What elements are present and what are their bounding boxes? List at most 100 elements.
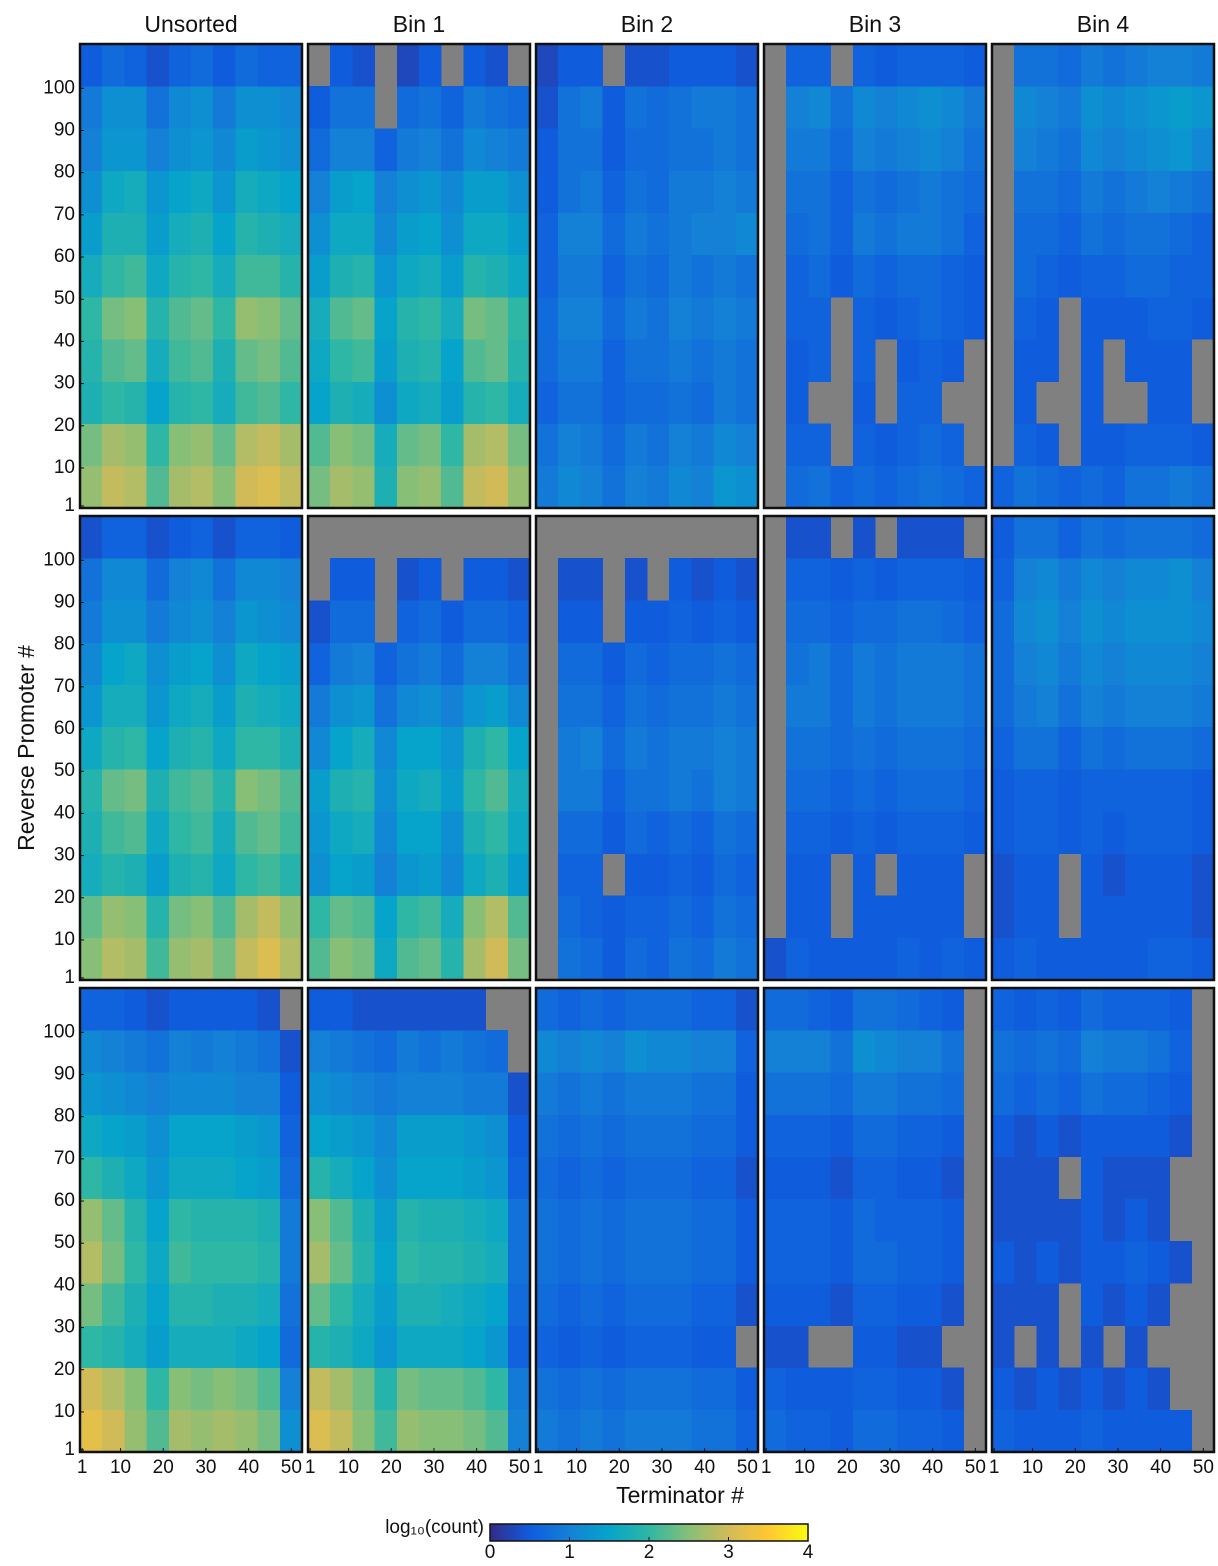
- heatmap-cell: [80, 1367, 103, 1411]
- heatmap-cell: [102, 1325, 125, 1368]
- heatmap-cell: [419, 988, 442, 1031]
- heatmap-cell: [1080, 811, 1104, 854]
- heatmap-cell: [1080, 600, 1104, 643]
- y-tick-label: 40: [54, 802, 75, 823]
- heatmap-cell: [963, 811, 987, 854]
- heatmap-cell: [963, 642, 987, 686]
- heatmap-cell: [1014, 684, 1037, 728]
- heatmap-cell: [441, 1072, 464, 1115]
- heatmap-cell: [124, 381, 147, 424]
- heatmap-cell: [80, 1198, 103, 1242]
- heatmap-cell: [507, 1283, 531, 1326]
- heatmap-cell: [624, 44, 648, 87]
- heatmap-cell: [507, 1156, 531, 1200]
- heatmap-cell: [647, 937, 670, 981]
- heatmap-cell: [1014, 1114, 1037, 1158]
- heatmap-cell: [536, 1409, 559, 1453]
- heatmap-cell: [624, 1283, 648, 1326]
- heatmap-cell: [235, 726, 258, 770]
- heatmap-cell: [507, 895, 531, 939]
- heatmap-cell: [691, 170, 714, 214]
- heatmap-cell: [279, 937, 303, 981]
- heatmap-cell: [279, 423, 303, 467]
- heatmap-cell: [1125, 1072, 1148, 1115]
- heatmap-cell: [691, 465, 714, 509]
- heatmap-cell: [191, 988, 214, 1031]
- heatmap-cell: [536, 1156, 559, 1200]
- heatmap-cell: [485, 1367, 509, 1411]
- heatmap-cell: [80, 726, 103, 770]
- heatmap-cell: [235, 558, 258, 601]
- heatmap-cell: [647, 895, 670, 939]
- heatmap-cell: [1147, 558, 1170, 601]
- heatmap-cell: [897, 516, 920, 559]
- heatmap-cell: [875, 895, 898, 939]
- heatmap-cell: [1036, 1241, 1059, 1284]
- heatmap-cell: [875, 465, 898, 509]
- heatmap-cell: [374, 1283, 398, 1326]
- heatmap-cell: [1169, 212, 1193, 256]
- heatmap-cell: [235, 769, 258, 812]
- heatmap-cell: [485, 212, 509, 256]
- heatmap-cell: [146, 769, 170, 812]
- heatmap-cell: [691, 853, 714, 896]
- heatmap-cell: [713, 297, 737, 340]
- heatmap-cell: [330, 769, 353, 812]
- heatmap-cell: [485, 558, 509, 601]
- heatmap-cell: [1103, 170, 1126, 214]
- y-tick-label: 100: [43, 77, 75, 98]
- heatmap-cell: [691, 1325, 714, 1368]
- heatmap-cell: [191, 1198, 214, 1242]
- heatmap-cell: [713, 642, 737, 686]
- heatmap-cell: [941, 988, 965, 1031]
- heatmap-cell: [213, 128, 236, 171]
- heatmap-cell: [1080, 1409, 1104, 1453]
- heatmap-cell: [213, 1325, 236, 1368]
- y-tick-label: 1: [64, 495, 75, 516]
- heatmap-cell: [352, 811, 375, 854]
- heatmap-cell: [941, 128, 965, 171]
- heatmap-cell: [1080, 381, 1104, 424]
- heatmap-cell: [1036, 1030, 1059, 1073]
- heatmap-cell: [257, 1325, 281, 1368]
- heatmap-cell: [279, 516, 303, 559]
- heatmap-cell: [1103, 1198, 1126, 1242]
- heatmap-cell: [1080, 423, 1104, 467]
- heatmap-cell: [279, 381, 303, 424]
- heatmap-cell: [124, 254, 147, 298]
- heatmap-cell: [808, 988, 831, 1031]
- heatmap-cell: [213, 516, 236, 559]
- heatmap-cell: [213, 170, 236, 214]
- heatmap-cell: [786, 895, 809, 939]
- heatmap-cell: [102, 516, 125, 559]
- heatmap-cell: [463, 86, 486, 129]
- heatmap-cell: [1014, 86, 1037, 129]
- heatmap-cell: [830, 1241, 854, 1284]
- heatmap-cell: [764, 937, 787, 981]
- heatmap-panel: [78, 514, 304, 982]
- heatmap-cell: [786, 381, 809, 424]
- heatmap-cell: [419, 811, 442, 854]
- heatmap-cell: [213, 1409, 236, 1453]
- heatmap-cell: [691, 297, 714, 340]
- heatmap-cell: [374, 339, 398, 382]
- heatmap-cell: [146, 1283, 170, 1326]
- panel-border: [762, 986, 988, 1454]
- heatmap-cell: [191, 423, 214, 467]
- heatmap-cell: [808, 339, 831, 382]
- heatmap-cell: [875, 1367, 898, 1411]
- heatmap-cell: [875, 254, 898, 298]
- heatmap-cell: [80, 1030, 103, 1073]
- heatmap-cell: [507, 170, 531, 214]
- heatmap-cell: [624, 381, 648, 424]
- heatmap-cell: [897, 937, 920, 981]
- heatmap-cell: [257, 853, 281, 896]
- heatmap-cell: [691, 339, 714, 382]
- heatmap-cell: [1036, 1409, 1059, 1453]
- heatmap-cell: [875, 600, 898, 643]
- heatmap-cell: [713, 423, 737, 467]
- heatmap-cell: [786, 1325, 809, 1368]
- heatmap-cell: [1036, 339, 1059, 382]
- heatmap-cell: [279, 44, 303, 87]
- heatmap-cell: [691, 1198, 714, 1242]
